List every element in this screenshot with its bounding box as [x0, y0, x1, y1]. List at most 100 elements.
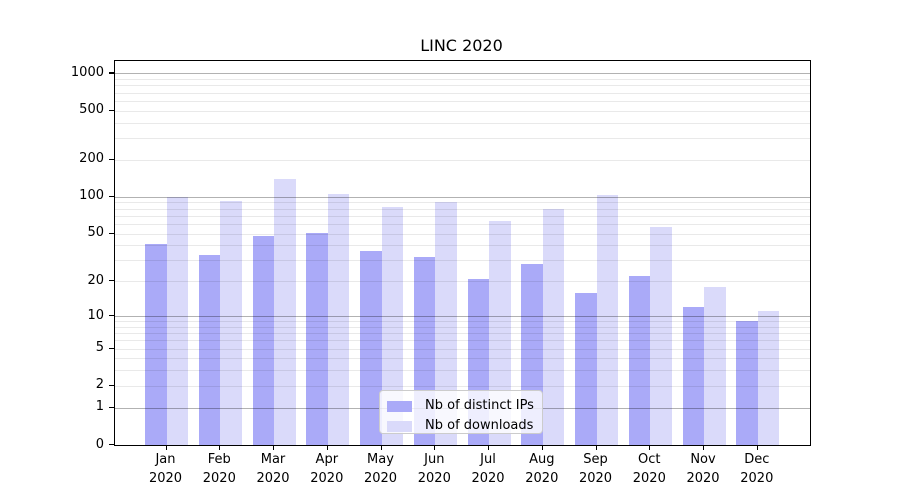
y-tick-label: 1000 [70, 64, 104, 80]
y-axis-tick [109, 109, 114, 111]
x-axis-tick [488, 445, 490, 450]
x-axis-tick [541, 445, 543, 450]
x-tick-label-year: 2020 [525, 470, 559, 486]
x-tick-label: Sep 2020 [560, 451, 632, 488]
legend-item: Nb of downloads [387, 416, 536, 436]
grid-line-major [115, 73, 810, 75]
x-tick-label-year: 2020 [363, 470, 398, 486]
x-tick-label: Dec 2020 [721, 451, 793, 488]
grid-line-minor [115, 85, 810, 87]
x-tick-label: Jun 2020 [398, 451, 470, 488]
x-tick-label-year: 2020 [578, 470, 613, 486]
grid-line-minor [115, 215, 810, 217]
grid-line-minor [115, 122, 810, 124]
bar-downloads [381, 207, 403, 445]
x-axis-tick [703, 445, 705, 450]
y-axis-tick [109, 315, 114, 317]
grid-line-minor [115, 385, 810, 387]
x-axis-tick [649, 445, 651, 450]
y-tick-label: 50 [87, 225, 104, 240]
bar-downloads [327, 193, 350, 445]
x-tick-label-year: 2020 [148, 470, 183, 486]
x-tick-label: Nov 2020 [667, 451, 739, 488]
y-tick-label: 20 [87, 272, 104, 288]
grid-line-major [115, 316, 810, 317]
bar-downloads [596, 195, 618, 445]
x-tick-label-year: 2020 [471, 470, 505, 486]
x-axis-tick [273, 445, 275, 450]
x-tick-label-year: 2020 [256, 470, 290, 486]
y-tick-label: 0 [95, 436, 104, 452]
x-tick-label-year: 2020 [202, 470, 236, 486]
legend-item: Nb of distinct IPs [387, 396, 536, 416]
grid-line-minor [115, 159, 810, 161]
x-tick-label: Aug 2020 [506, 451, 578, 488]
plot-area [114, 60, 811, 446]
x-tick-label: Jul 2020 [452, 451, 524, 488]
bar-distinct-ips [682, 307, 704, 445]
x-tick-label: Apr 2020 [291, 451, 363, 488]
x-tick-label-year: 2020 [417, 470, 451, 486]
y-axis-tick [109, 444, 114, 446]
x-tick-label: Mar 2020 [237, 451, 309, 488]
bar-downloads [166, 196, 188, 445]
y-tick-label: 10 [87, 307, 104, 323]
chart-title: LINC 2020 [420, 36, 503, 55]
x-axis-tick [165, 445, 167, 450]
x-axis-tick [380, 445, 382, 450]
x-tick-label: Oct 2020 [613, 451, 685, 488]
grid-line-major [115, 196, 810, 198]
x-axis-tick [326, 445, 328, 450]
y-tick-label: 2 [95, 377, 104, 393]
y-axis-tick [109, 406, 114, 408]
y-tick-label: 5 [95, 340, 104, 356]
legend: Nb of distinct IPs Nb of downloads [379, 390, 543, 434]
x-tick-label-year: 2020 [310, 470, 344, 486]
x-tick-label: Jan 2020 [130, 451, 202, 488]
y-axis-tick [109, 72, 114, 74]
bar-distinct-ips [628, 276, 651, 445]
bar-downloads [220, 200, 242, 445]
x-tick-label: Feb 2020 [183, 451, 255, 488]
bar-distinct-ips [306, 232, 328, 445]
grid-line-minor [115, 333, 810, 335]
bar-distinct-ips [360, 250, 382, 445]
grid-line-minor [115, 202, 810, 204]
grid-line-minor [115, 358, 810, 360]
bar-downloads [489, 220, 511, 445]
y-tick-label: 1 [95, 399, 104, 415]
grid-line-minor [115, 348, 810, 350]
x-axis-tick [434, 445, 436, 450]
grid-line-minor [115, 100, 810, 102]
y-axis-tick [109, 195, 114, 197]
grid-line-minor [115, 208, 810, 210]
x-tick-label-year: 2020 [686, 470, 720, 486]
y-tick-label: 200 [79, 151, 104, 167]
x-axis-tick [756, 445, 758, 450]
bar-distinct-ips [252, 235, 274, 445]
x-tick-label-year: 2020 [632, 470, 666, 486]
bar-distinct-ips [145, 244, 167, 445]
x-axis-tick [219, 445, 221, 450]
bar-downloads [542, 208, 565, 445]
y-tick-label: 100 [79, 188, 104, 204]
grid-line-minor [115, 223, 810, 225]
grid-line-minor [115, 233, 810, 235]
bar-downloads [757, 311, 780, 445]
y-axis-tick [109, 384, 114, 387]
grid-line-minor [115, 92, 810, 94]
grid-line-minor [115, 281, 810, 283]
grid-line-minor [115, 79, 810, 81]
y-axis-tick [109, 232, 114, 234]
grid-line-minor [115, 245, 810, 247]
y-tick-label: 500 [79, 102, 104, 118]
grid-line-minor [115, 326, 810, 328]
grid-line-minor [115, 138, 810, 139]
grid-line-minor [115, 260, 810, 262]
bar-distinct-ips [736, 321, 758, 445]
y-axis-tick [109, 280, 114, 282]
y-axis-tick [109, 347, 114, 349]
x-tick-label: May 2020 [345, 451, 417, 488]
bar-downloads [704, 286, 726, 445]
